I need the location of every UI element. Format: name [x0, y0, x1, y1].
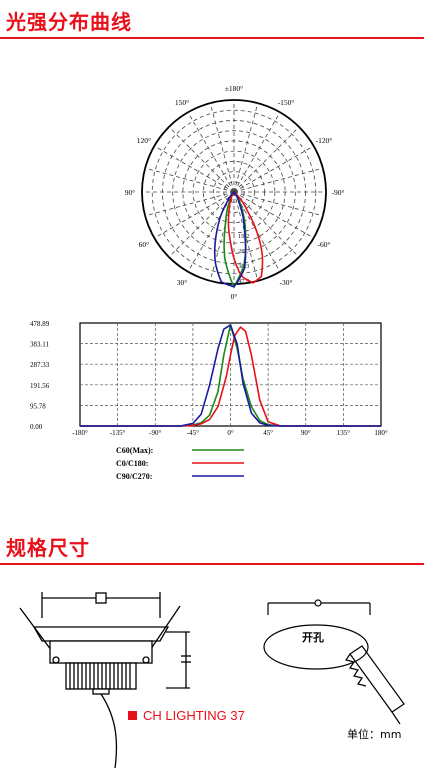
- chart-x-tick-label: -90°: [149, 429, 161, 437]
- polar-angle-label: 30°: [177, 278, 188, 287]
- chart-y-tick-label: 0.00: [30, 423, 43, 431]
- legend-label: C90/C270:: [116, 472, 152, 481]
- chart-y-tick-label: 478.89: [30, 320, 50, 328]
- polar-intensity-diagram: ±180° -150° 150° -120° 120° -90° 90° -60° 60° -30…: [125, 84, 345, 301]
- polar-radial-label: 28.7: [238, 248, 250, 255]
- polar-radial-label: 47.9: [238, 278, 249, 285]
- polar-ring: [172, 130, 296, 254]
- polar-spoke: [154, 191, 235, 239]
- polar-spoke: [168, 126, 235, 193]
- polar-spoke: [233, 126, 300, 193]
- chart-x-tick-label: -180°: [72, 429, 88, 437]
- polar-spoke: [145, 191, 235, 217]
- polar-spoke: [233, 191, 314, 239]
- chart-x-tick-label: 180°: [374, 429, 388, 437]
- polar-spoke: [168, 191, 235, 258]
- chart-x-tick-label: -135°: [110, 429, 126, 437]
- polar-ring: [151, 109, 317, 275]
- polar-ring: [192, 150, 276, 234]
- legend-label: C60(Max):: [116, 446, 153, 455]
- section-title-light-distribution: 光强分布曲线: [6, 10, 132, 34]
- chart-x-tick-label: 0°: [227, 429, 234, 437]
- polar-angle-label: 150°: [175, 98, 189, 107]
- polar-spoke: [233, 191, 323, 217]
- downlight-side-view: [19, 592, 191, 768]
- polar-angle-label: -60°: [318, 240, 331, 249]
- section-divider: [0, 563, 424, 565]
- chart-series-line: [80, 324, 381, 427]
- cutout-drawing: [263, 599, 405, 725]
- cutout-label: 开孔: [302, 631, 324, 644]
- polar-spoke: [233, 167, 323, 193]
- chart-y-tick-label: 95.78: [30, 402, 46, 410]
- chart-x-tick-label: 90°: [301, 429, 311, 437]
- polar-angle-label: 90°: [125, 188, 136, 197]
- section-title-dimensions: 规格尺寸: [6, 536, 90, 560]
- chart-x-tick-label: -45°: [187, 429, 199, 437]
- section-divider: [0, 37, 424, 39]
- brand-text: CH LIGHTING 37: [143, 708, 245, 723]
- polar-angle-label: -120°: [316, 136, 333, 145]
- unit-label: 单位：mm: [347, 728, 402, 741]
- polar-angle-label: -90°: [332, 188, 345, 197]
- polar-spoke: [233, 112, 281, 193]
- brand-square-icon: [128, 711, 137, 720]
- polar-lobe: [213, 191, 247, 288]
- polar-spoke: [233, 103, 259, 193]
- polar-spoke: [233, 191, 300, 258]
- chart-y-tick-label: 191.56: [30, 382, 50, 390]
- legend-label: C0/C180:: [116, 459, 148, 468]
- polar-angle-label: 0°: [231, 292, 238, 301]
- polar-angle-label: 60°: [139, 240, 150, 249]
- polar-angle-label: -150°: [278, 98, 295, 107]
- chart-series-line: [80, 326, 381, 427]
- polar-spoke: [154, 145, 235, 193]
- linear-intensity-chart: -180° -135° -90° -45° 0° 45° 90° 135° 180° 478.89…: [30, 320, 388, 481]
- polar-spoke: [233, 145, 314, 193]
- brand-label: CH LIGHTING 37: [128, 708, 245, 723]
- polar-spoke: [187, 112, 235, 193]
- polar-spoke: [187, 191, 235, 272]
- polar-spoke: [145, 167, 235, 193]
- polar-spoke: [209, 103, 235, 193]
- polar-radial-label: 19.2: [238, 233, 249, 240]
- polar-angle-label: -30°: [280, 278, 293, 287]
- polar-angle-label: 120°: [137, 136, 151, 145]
- chart-y-tick-label: 383.11: [30, 341, 49, 349]
- chart-x-tick-label: 45°: [263, 429, 273, 437]
- chart-y-tick-label: 287.33: [30, 361, 50, 369]
- chart-x-tick-label: 135°: [337, 429, 351, 437]
- polar-angle-label: ±180°: [225, 84, 243, 93]
- polar-ring: [213, 171, 255, 213]
